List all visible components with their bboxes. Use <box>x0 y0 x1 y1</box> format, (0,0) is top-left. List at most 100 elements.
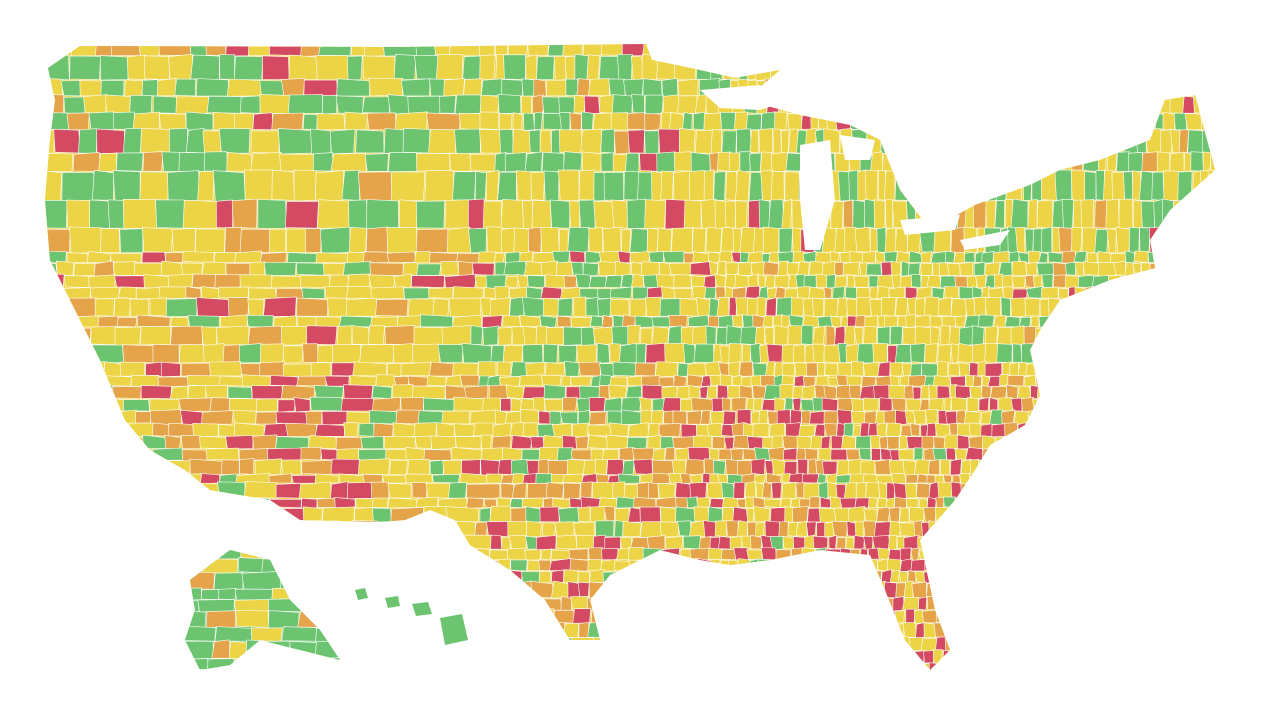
county-cell <box>790 635 806 652</box>
county-cell <box>925 679 936 693</box>
county-cell <box>1173 679 1184 693</box>
county-cell <box>1124 250 1136 263</box>
county-cell <box>1177 436 1189 449</box>
county-cell <box>721 130 737 155</box>
county-cell <box>1030 622 1042 639</box>
county-cell <box>1078 274 1095 288</box>
county-cell <box>911 662 920 670</box>
county-cell <box>1140 200 1155 229</box>
county-cell <box>990 458 1003 475</box>
county-cell <box>1170 253 1182 264</box>
county-cell <box>287 94 323 114</box>
county-cell <box>716 260 727 276</box>
county-cell <box>1035 374 1052 387</box>
county-cell <box>867 547 880 561</box>
county-cell <box>1022 153 1035 172</box>
county-cell <box>759 151 773 173</box>
county-cell <box>1211 375 1215 387</box>
county-cell <box>500 227 516 254</box>
county-cell <box>862 661 874 670</box>
county-cell <box>1225 362 1233 376</box>
county-cell <box>975 662 987 670</box>
county-cell <box>114 275 147 288</box>
county-cell <box>710 129 723 154</box>
county-cell <box>812 325 825 346</box>
county-cell <box>562 473 584 484</box>
county-cell <box>612 314 625 328</box>
county-cell <box>1171 447 1183 462</box>
county-cell <box>1069 385 1087 399</box>
county-cell <box>821 397 839 412</box>
county-cell <box>535 534 557 551</box>
county-cell <box>515 170 532 201</box>
county-cell <box>275 482 303 499</box>
county-cell <box>1162 111 1176 131</box>
county-cell <box>1146 610 1157 624</box>
county-cell <box>1076 506 1089 523</box>
county-cell <box>1124 422 1143 438</box>
county-cell <box>865 78 884 98</box>
county-cell <box>1118 44 1132 57</box>
county-cell <box>538 679 548 693</box>
county-cell <box>764 274 776 289</box>
county-cell <box>78 361 106 378</box>
county-cell <box>950 396 968 412</box>
county-cell <box>444 199 470 229</box>
county-cell <box>269 44 302 57</box>
county-cell <box>1102 548 1113 561</box>
county-cell <box>615 496 635 509</box>
county-cell <box>161 151 181 172</box>
county-cell <box>302 506 324 523</box>
county-cell <box>905 608 916 624</box>
county-cell <box>100 622 134 639</box>
county-cell <box>888 459 905 475</box>
county-cell <box>366 112 397 131</box>
county-cell <box>1174 274 1190 288</box>
county-cell <box>739 226 756 254</box>
county-cell <box>549 199 571 229</box>
county-cell <box>720 570 731 583</box>
county-cell <box>778 78 795 97</box>
county-cell <box>577 410 591 426</box>
county-cell <box>823 423 838 437</box>
county-cell <box>866 94 881 114</box>
county-cell <box>126 54 148 80</box>
county-cell <box>982 596 998 611</box>
county-cell <box>1038 520 1050 538</box>
county-cell <box>1010 397 1023 412</box>
county-cell <box>478 251 496 264</box>
county-cell <box>1130 636 1144 652</box>
county-cell <box>1011 276 1026 288</box>
county-cell <box>796 261 810 276</box>
county-cell <box>993 582 1008 599</box>
county-cell <box>996 343 1013 364</box>
county-cell <box>1129 315 1141 328</box>
county-cell <box>641 597 661 611</box>
county-cell <box>1012 129 1027 154</box>
county-cell <box>949 375 966 387</box>
county-cell <box>366 580 388 599</box>
county-cell <box>1209 385 1215 399</box>
county-cell <box>1006 481 1022 499</box>
county-cell <box>965 496 982 509</box>
county-cell <box>902 326 917 346</box>
county-cell <box>581 661 601 670</box>
county-cell <box>847 315 858 328</box>
county-cell <box>677 95 699 115</box>
county-cell <box>1031 94 1040 114</box>
county-cell <box>1163 548 1175 562</box>
county-cell <box>1196 559 1212 572</box>
county-cell <box>946 558 961 572</box>
county-cell <box>1064 472 1079 485</box>
county-cell <box>791 227 802 253</box>
county-cell <box>626 375 644 387</box>
county-cell <box>657 44 681 57</box>
county-cell <box>774 325 789 346</box>
county-cell <box>582 44 604 57</box>
county-cell <box>656 227 673 254</box>
county-cell <box>1016 385 1032 400</box>
county-cell <box>1028 460 1039 475</box>
county-cell <box>1216 363 1225 376</box>
county-cell <box>964 609 982 624</box>
county-cell <box>459 112 482 131</box>
